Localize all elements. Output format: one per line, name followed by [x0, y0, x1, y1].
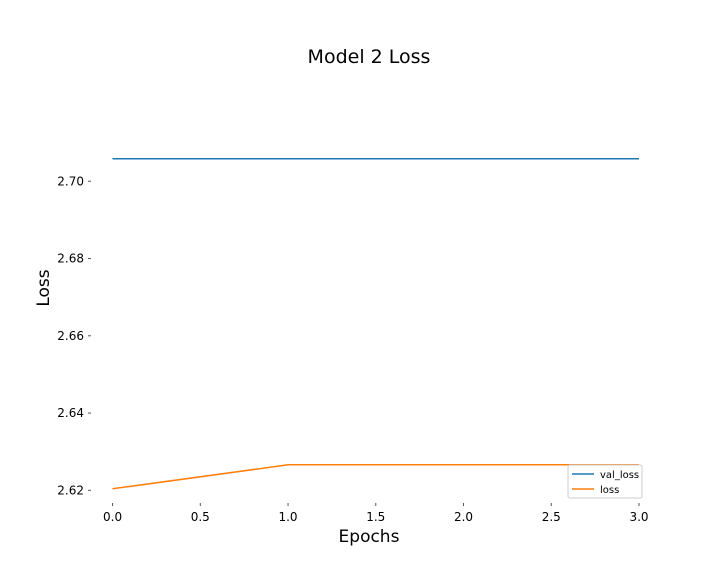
y-tick-label: 2.68 — [57, 252, 84, 266]
x-tick-label: 0.5 — [191, 510, 210, 524]
x-tick-label: 1.0 — [278, 510, 297, 524]
y-tick-label: 2.70 — [57, 174, 84, 188]
x-tick-label: 3.0 — [629, 510, 648, 524]
x-tick-label: 2.5 — [542, 510, 561, 524]
y-tick-label: 2.64 — [57, 406, 84, 420]
x-tick-label: 1.5 — [366, 510, 385, 524]
series-layer — [112, 158, 639, 490]
legend-label-loss: loss — [600, 485, 619, 496]
chart-title: Model 2 Loss — [308, 46, 431, 68]
series-line-loss — [112, 464, 639, 490]
x-axis-label: Epochs — [339, 527, 400, 547]
y-axis-ticks: 2.62 2.64 2.66 2.68 2.70 — [57, 174, 91, 497]
legend: val_loss loss — [567, 464, 643, 499]
x-tick-label: 2.0 — [454, 510, 473, 524]
legend-label-val-loss: val_loss — [600, 470, 639, 481]
x-tick-label: 0.0 — [103, 510, 122, 524]
x-axis-ticks: 0.0 0.5 1.0 1.5 2.0 2.5 3.0 — [103, 503, 649, 524]
y-tick-label: 2.62 — [57, 483, 84, 497]
y-axis-label: Loss — [34, 269, 54, 306]
y-tick-label: 2.66 — [57, 329, 84, 343]
